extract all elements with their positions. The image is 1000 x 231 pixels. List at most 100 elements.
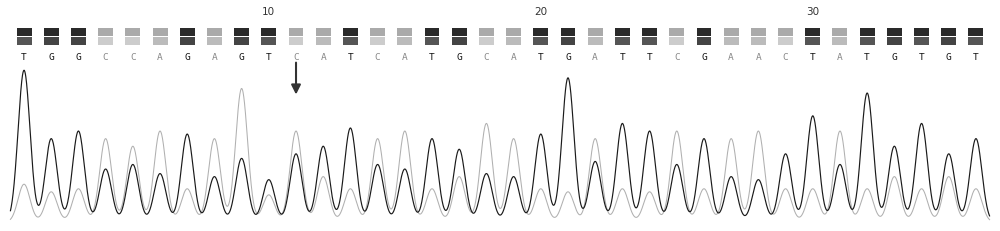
Bar — [724, 38, 739, 46]
Bar — [425, 29, 439, 37]
Text: G: G — [48, 52, 54, 61]
Bar — [180, 38, 195, 46]
Bar — [941, 38, 956, 46]
Bar — [669, 29, 684, 37]
Bar — [17, 29, 32, 37]
Bar — [778, 29, 793, 37]
Text: G: G — [891, 52, 897, 61]
Bar — [343, 29, 358, 37]
Text: T: T — [266, 52, 272, 61]
Text: A: A — [756, 52, 761, 61]
Bar — [425, 38, 439, 46]
Text: A: A — [511, 52, 516, 61]
Bar — [71, 38, 86, 46]
Bar — [125, 38, 140, 46]
Bar — [697, 29, 711, 37]
Bar — [125, 29, 140, 37]
Bar — [207, 38, 222, 46]
Bar — [289, 38, 303, 46]
Bar — [832, 29, 847, 37]
Bar — [506, 38, 521, 46]
Text: T: T — [647, 52, 652, 61]
Text: A: A — [837, 52, 843, 61]
Bar — [452, 29, 467, 37]
Bar — [71, 29, 86, 37]
Bar — [261, 29, 276, 37]
Bar — [561, 38, 575, 46]
Bar — [778, 38, 793, 46]
Bar — [832, 38, 847, 46]
Bar — [615, 29, 630, 37]
Bar — [561, 29, 575, 37]
Text: A: A — [728, 52, 734, 61]
Bar — [17, 38, 32, 46]
Text: A: A — [212, 52, 217, 61]
Bar — [234, 38, 249, 46]
Bar — [289, 29, 303, 37]
Bar — [588, 38, 603, 46]
Bar — [860, 38, 875, 46]
Text: C: C — [293, 52, 299, 61]
Bar — [316, 38, 331, 46]
Text: C: C — [484, 52, 489, 61]
Bar — [887, 38, 902, 46]
Bar — [207, 29, 222, 37]
Text: G: G — [456, 52, 462, 61]
Text: A: A — [592, 52, 598, 61]
Text: T: T — [810, 52, 816, 61]
Bar — [44, 38, 59, 46]
Bar — [397, 29, 412, 37]
Bar — [452, 38, 467, 46]
Text: 20: 20 — [534, 7, 547, 17]
Text: T: T — [919, 52, 924, 61]
Bar — [724, 29, 739, 37]
Text: G: G — [701, 52, 707, 61]
Text: T: T — [538, 52, 544, 61]
Text: 30: 30 — [806, 7, 819, 17]
Bar — [397, 38, 412, 46]
Text: T: T — [620, 52, 625, 61]
Bar — [234, 29, 249, 37]
Text: A: A — [402, 52, 408, 61]
Bar — [370, 29, 385, 37]
Bar — [914, 29, 929, 37]
Text: T: T — [864, 52, 870, 61]
Text: G: G — [239, 52, 244, 61]
Text: C: C — [783, 52, 788, 61]
Bar — [968, 38, 983, 46]
Bar — [506, 29, 521, 37]
Text: C: C — [103, 52, 109, 61]
Bar — [98, 38, 113, 46]
Bar — [153, 38, 168, 46]
Text: 10: 10 — [262, 7, 275, 17]
Bar — [533, 29, 548, 37]
Bar — [968, 29, 983, 37]
Text: G: G — [76, 52, 81, 61]
Bar — [180, 29, 195, 37]
Text: C: C — [674, 52, 680, 61]
Bar — [751, 38, 766, 46]
Bar — [343, 38, 358, 46]
Text: T: T — [21, 52, 27, 61]
Bar — [479, 38, 494, 46]
Bar — [588, 29, 603, 37]
Bar — [479, 29, 494, 37]
Text: A: A — [157, 52, 163, 61]
Text: T: T — [973, 52, 979, 61]
Text: G: G — [565, 52, 571, 61]
Bar — [615, 38, 630, 46]
Bar — [669, 38, 684, 46]
Bar — [261, 38, 276, 46]
Bar — [153, 29, 168, 37]
Bar — [533, 38, 548, 46]
Text: A: A — [320, 52, 326, 61]
Bar — [941, 29, 956, 37]
Bar — [44, 29, 59, 37]
Bar — [860, 29, 875, 37]
Text: G: G — [184, 52, 190, 61]
Bar — [697, 38, 711, 46]
Bar — [370, 38, 385, 46]
Bar — [642, 38, 657, 46]
Text: C: C — [375, 52, 380, 61]
Text: C: C — [130, 52, 136, 61]
